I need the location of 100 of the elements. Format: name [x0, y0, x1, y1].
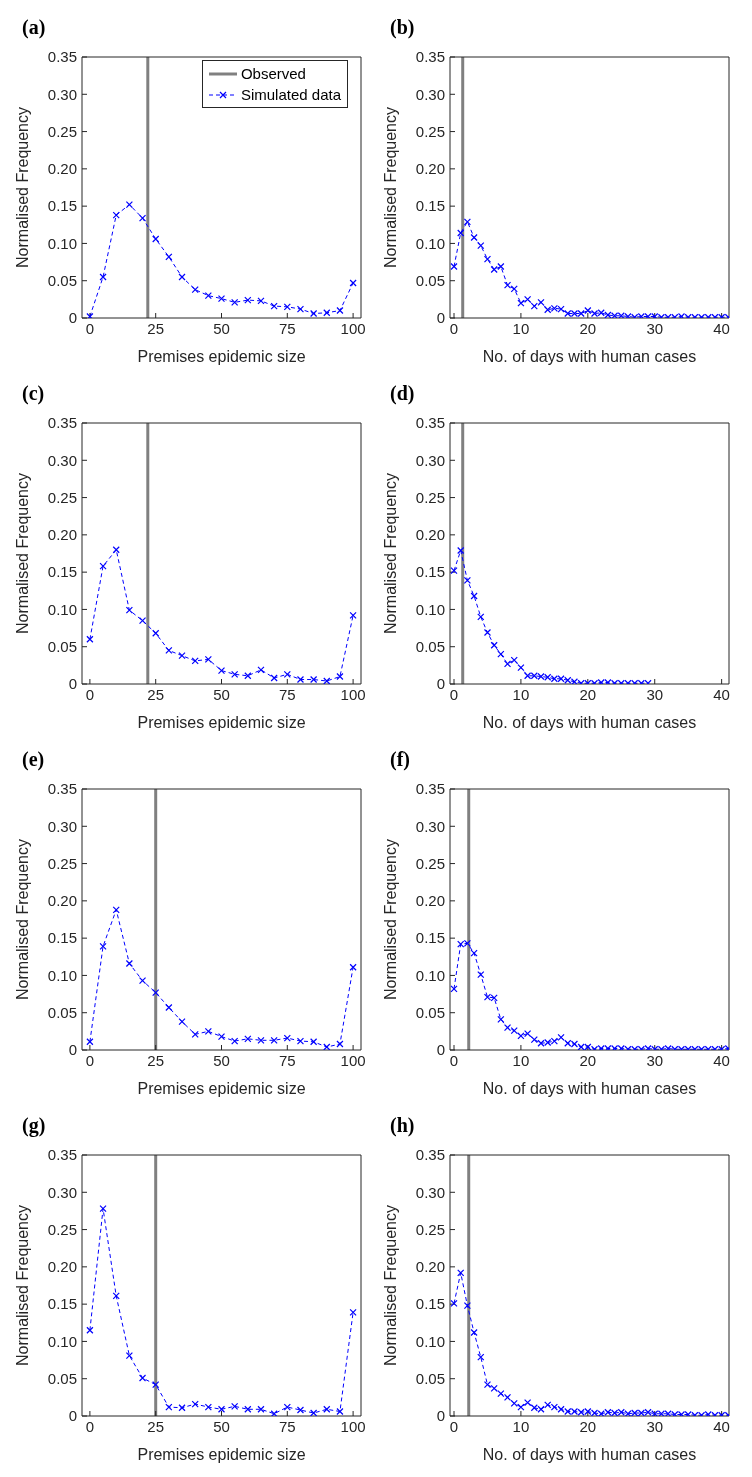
point [349, 1308, 357, 1316]
y-tick-label: 0.15 [415, 563, 445, 581]
x-axis-title: No. of days with human cases [482, 1080, 697, 1097]
y-tick-label: 0.30 [47, 85, 77, 103]
y-tick-label: 0.25 [415, 854, 445, 872]
point [112, 211, 120, 219]
y-tick-label: 0.30 [415, 85, 445, 103]
x-axis-title: Premises epidemic size [137, 1446, 306, 1463]
y-tick-label: 0.35 [415, 48, 445, 66]
y-tick-label: 0.25 [47, 122, 77, 140]
x-tick-label: 30 [646, 319, 664, 337]
y-tick-label: 0.20 [47, 160, 77, 178]
point [257, 297, 265, 305]
x-tick-label: 50 [213, 1417, 230, 1435]
point [497, 1390, 505, 1398]
point [204, 1403, 212, 1411]
point [483, 255, 492, 263]
point [257, 1036, 265, 1044]
point [503, 660, 512, 668]
point [310, 309, 318, 318]
x-tick-label: 25 [147, 685, 165, 703]
x-tick-label: 0 [85, 319, 95, 337]
y-tick-label: 0.15 [47, 197, 77, 215]
y-tick-label: 0.05 [47, 272, 77, 290]
point [470, 233, 478, 242]
x-axis-title: Premises epidemic size [137, 1080, 306, 1097]
y-tick-label: 0.05 [415, 1004, 445, 1022]
point [178, 1018, 186, 1026]
point [517, 663, 525, 672]
x-tick-label: 10 [512, 1051, 530, 1069]
x-axis-title: No. of days with human cases [482, 1446, 697, 1463]
y-tick-label: 0.15 [47, 1295, 77, 1313]
point [510, 656, 518, 664]
point [86, 1038, 94, 1046]
point [530, 1035, 538, 1044]
point [138, 214, 147, 222]
x-tick-label: 0 [85, 1417, 95, 1435]
x-tick-label: 10 [512, 1417, 530, 1435]
point [497, 1015, 505, 1024]
x-tick-label: 0 [85, 685, 95, 703]
chart-title: (g) [21, 1113, 47, 1139]
legend-label: Simulated data [240, 85, 341, 105]
x-tick-label: 25 [147, 1417, 165, 1435]
y-tick-label: 0.25 [415, 122, 445, 140]
y-tick-label: 0.30 [47, 1183, 77, 1201]
x-tick-label: 40 [713, 1417, 730, 1435]
point [477, 242, 485, 250]
y-axis-title: Normalised Frequency [381, 107, 399, 268]
y-tick-label: 0.10 [415, 600, 445, 618]
x-tick-label: 50 [213, 1051, 230, 1069]
y-tick-label: 0.35 [415, 414, 445, 432]
y-axis-title: Normalised Frequency [13, 1205, 31, 1366]
chart-title: (b) [389, 15, 416, 41]
y-tick-label: 0.20 [415, 160, 445, 178]
y-tick-label: 0.30 [47, 817, 77, 835]
x-axis-title: Premises epidemic size [137, 714, 306, 731]
y-tick-label: 0.35 [47, 780, 77, 798]
y-tick-label: 0.30 [47, 451, 77, 469]
point [270, 674, 278, 682]
y-tick-label: 0.15 [47, 563, 77, 581]
point [138, 977, 147, 985]
point [336, 306, 344, 315]
point [125, 606, 133, 614]
x-tick-label: 0 [449, 685, 459, 703]
point [99, 942, 107, 950]
y-axis-title: Normalised Frequency [381, 473, 399, 634]
y-tick-label: 0.05 [415, 272, 445, 290]
point [470, 1328, 478, 1337]
x-tick-label: 75 [278, 1051, 296, 1069]
point [99, 562, 107, 570]
point [323, 1043, 331, 1050]
point [530, 302, 538, 310]
y-tick-label: 0.30 [415, 1183, 445, 1201]
x-tick-label: 100 [340, 1051, 366, 1069]
point [477, 1353, 485, 1361]
point [217, 295, 226, 303]
point [99, 1205, 107, 1213]
point [296, 305, 305, 313]
y-tick-label: 0.20 [415, 892, 445, 910]
y-tick-label: 0.25 [47, 488, 77, 506]
point [510, 285, 518, 293]
y-tick-label: 0.15 [415, 1295, 445, 1313]
y-axis-title: Normalised Frequency [13, 839, 31, 1000]
point [191, 1400, 199, 1408]
x-tick-label: 30 [646, 1417, 664, 1435]
chart-title: (e) [21, 747, 46, 773]
point [283, 1034, 291, 1042]
point [450, 1299, 458, 1307]
x-tick-label: 0 [449, 1051, 459, 1069]
point [557, 1033, 565, 1041]
x-tick-label: 0 [449, 1417, 459, 1435]
point [165, 646, 173, 655]
x-tick-label: 30 [646, 685, 664, 703]
x-tick-label: 75 [278, 685, 296, 703]
x-tick-label: 20 [579, 1417, 597, 1435]
point [296, 1037, 305, 1045]
point [283, 303, 291, 311]
y-tick-label: 0.30 [415, 817, 445, 835]
legend-label: Observed [240, 64, 306, 84]
y-tick-label: 0.20 [47, 1258, 77, 1276]
